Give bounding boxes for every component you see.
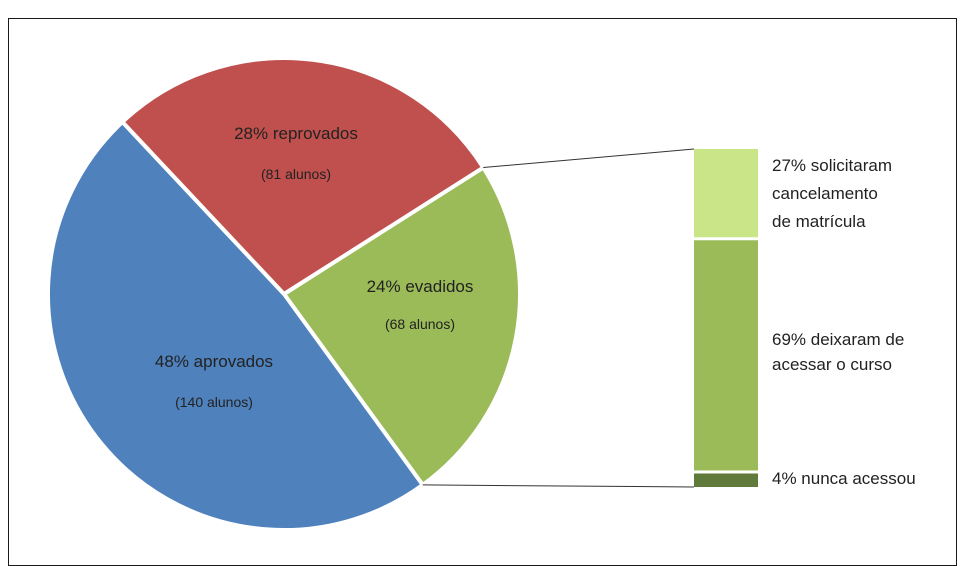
- slice-label-reprovados: 28% reprovados: [234, 124, 358, 143]
- slice-count-evadidos: (68 alunos): [385, 316, 455, 332]
- connector-line-bottom: [422, 484, 695, 488]
- pie-slice-evadidos: [282, 165, 522, 487]
- bar-label-1-line-2: cancelamento: [772, 184, 878, 203]
- pie-slice-aprovados: [45, 119, 425, 532]
- slice-count-aprovados: (140 alunos): [175, 394, 253, 410]
- bar-label-1-line-1: 27% solicitaram: [772, 156, 892, 175]
- pie: [45, 56, 522, 532]
- slice-label-aprovados: 48% aprovados: [155, 352, 273, 371]
- connector-lines: [422, 148, 695, 488]
- slice-count-reprovados: (81 alunos): [261, 166, 331, 182]
- bar-label-2-line-2: acessar o curso: [772, 355, 892, 374]
- bar-segment-2: [694, 240, 758, 471]
- bar-segment-3: [694, 473, 758, 487]
- slice-label-evadidos: 24% evadidos: [367, 277, 474, 296]
- bar-label-3-line-1: 4% nunca acessou: [772, 469, 916, 488]
- bar-label-1-line-3: de matrícula: [772, 212, 866, 231]
- bar-label-2-line-1: 69% deixaram de: [772, 330, 904, 349]
- connector-line-top: [483, 148, 695, 169]
- stacked-bar: [694, 149, 758, 487]
- labels: 24% evadidos (68 alunos) 48% aprovados (140…: [155, 124, 916, 488]
- bar-segment-1: [694, 149, 758, 238]
- pie-slice-reprovados: [120, 56, 486, 296]
